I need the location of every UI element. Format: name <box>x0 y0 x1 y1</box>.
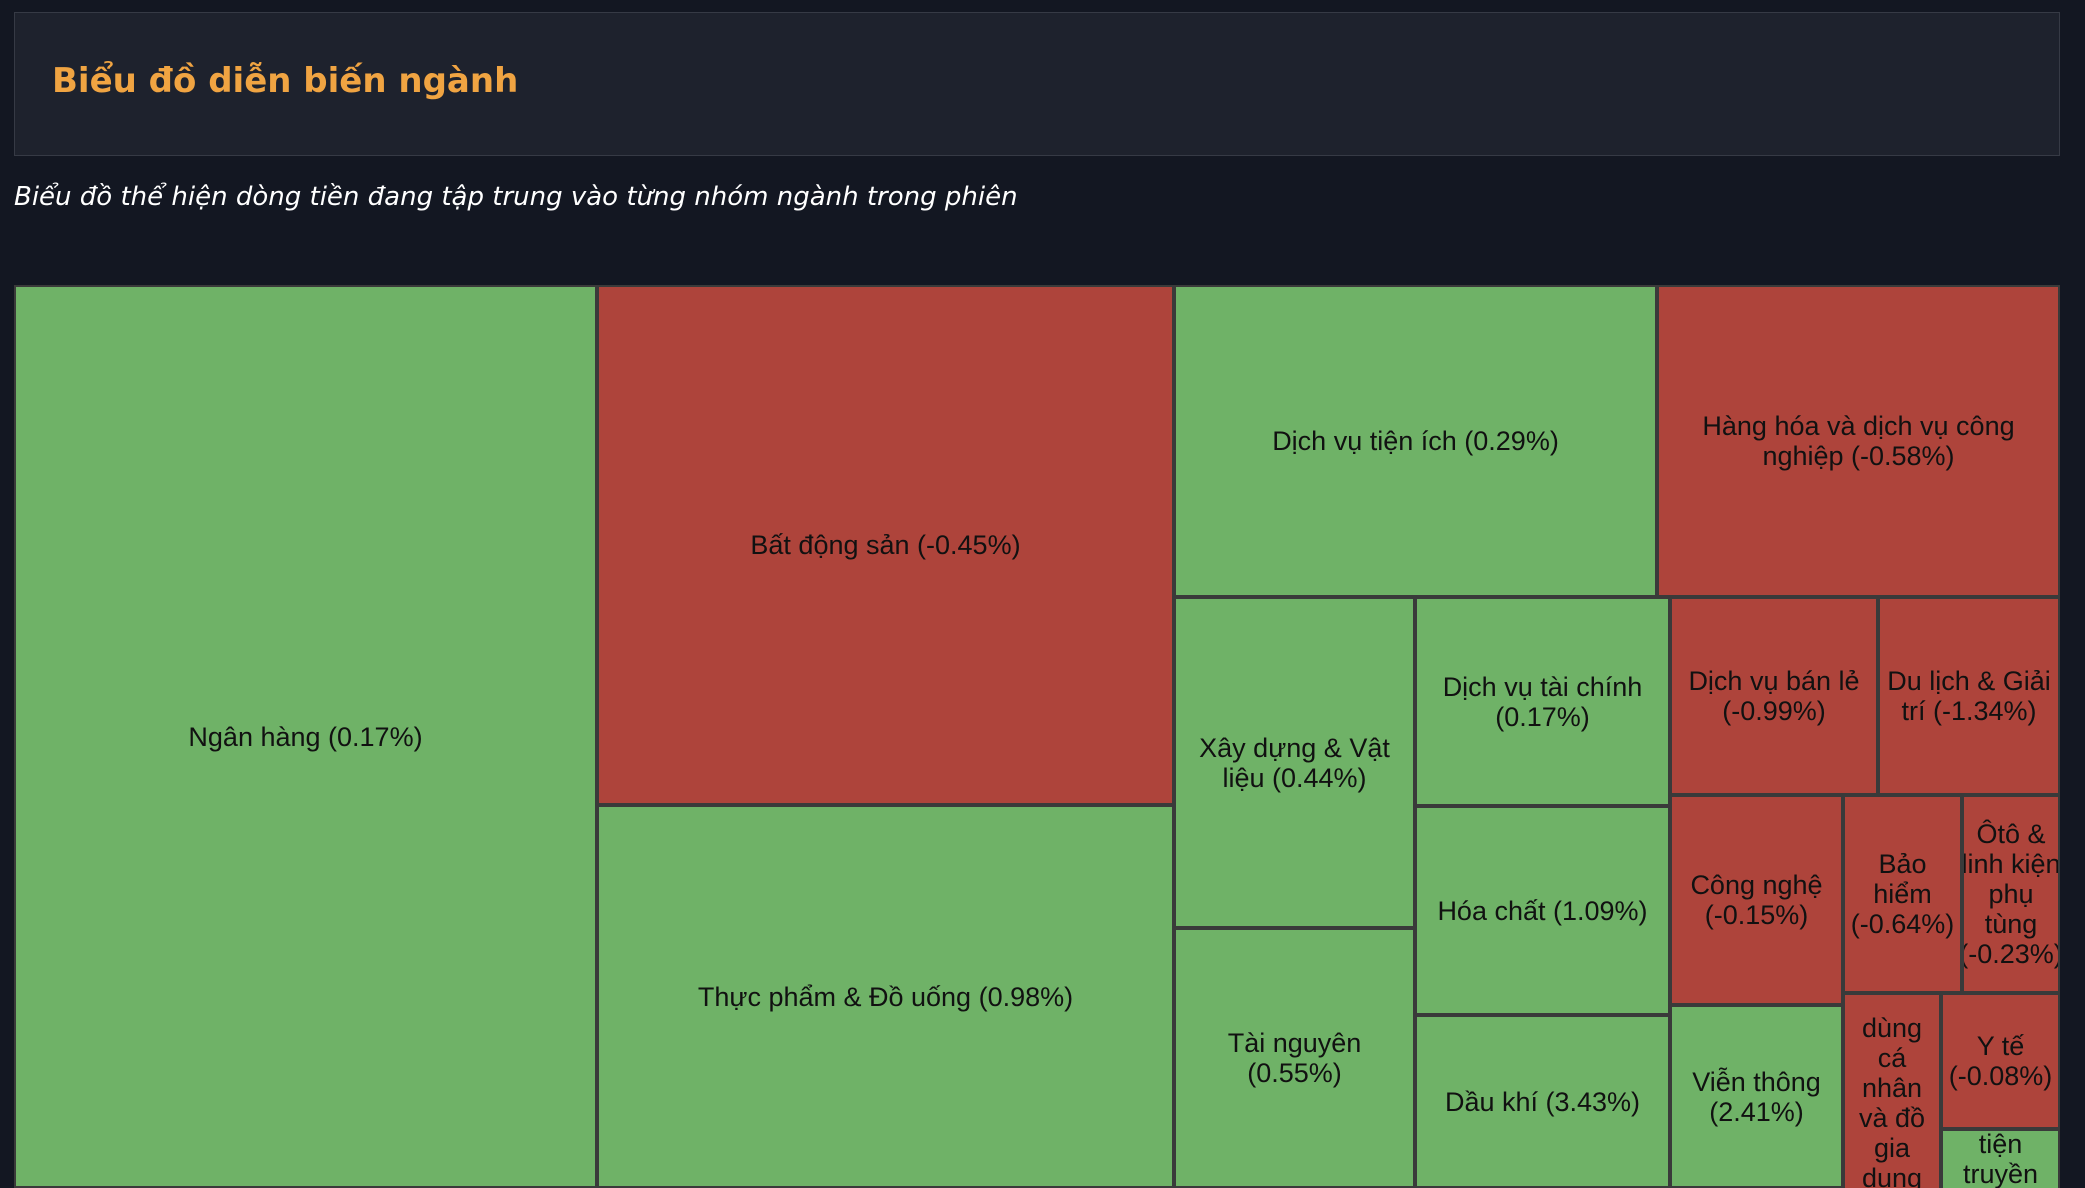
tile-label: Xây dựng & Vật liệu (0.44%) <box>1199 732 1390 793</box>
treemap-tile-bat-dong-san[interactable]: Bất động sản (-0.45%) <box>597 285 1174 805</box>
chart-header: Biểu đồ diễn biến ngành <box>14 12 2060 156</box>
treemap-tile-thuc-pham-do-uong[interactable]: Thực phẩm & Đồ uống (0.98%) <box>597 805 1174 1188</box>
tile-label: Dịch vụ tài chính (0.17%) <box>1442 671 1643 732</box>
treemap-tile-du-lich-giai-tri[interactable]: Du lịch & Giải trí (-1.34%) <box>1878 597 2060 795</box>
treemap-tile-hang-dung-ca-nhan-va-do-gia-dung[interactable]: dùng cá nhân và đồ gia dụng <box>1843 993 1941 1188</box>
sector-treemap: Ngân hàng (0.17%) Bất động sản (-0.45%) Th… <box>14 285 2060 1188</box>
treemap-tile-dau-khi[interactable]: Dầu khí (3.43%) <box>1415 1015 1670 1188</box>
treemap-tile-oto-linh-kien-phu-tung[interactable]: Ôtô & linh kiện phụ tùng (-0.23%) <box>1962 795 2060 993</box>
treemap-tile-dich-vu-tien-ich[interactable]: Dịch vụ tiện ích (0.29%) <box>1174 285 1657 597</box>
tile-label: Du lịch & Giải trí (-1.34%) <box>1887 666 2051 726</box>
treemap-tile-vien-thong[interactable]: Viễn thông (2.41%) <box>1670 1005 1843 1188</box>
treemap-tile-xay-dung-vat-lieu[interactable]: Xây dựng & Vật liệu (0.44%) <box>1174 597 1415 928</box>
treemap-tile-y-te[interactable]: Y tế (-0.08%) <box>1941 993 2060 1129</box>
treemap-tile-cong-nghe[interactable]: Công nghệ (-0.15%) <box>1670 795 1843 1005</box>
tile-label: Dịch vụ bán lẻ (-0.99%) <box>1688 666 1860 726</box>
treemap-tile-hoa-chat[interactable]: Hóa chất (1.09%) <box>1415 806 1670 1015</box>
tile-label: Bảo hiểm (-0.64%) <box>1850 849 1955 939</box>
page-title: Biểu đồ diễn biến ngành <box>52 61 519 101</box>
treemap-tile-dich-vu-tai-chinh[interactable]: Dịch vụ tài chính (0.17%) <box>1415 597 1670 806</box>
tile-label: Hóa chất (1.09%) <box>1437 895 1648 926</box>
tile-label: Ngân hàng (0.17%) <box>188 721 423 752</box>
tile-label: tiện truyền thông <box>1962 1129 2039 1188</box>
chart-subtitle: Biểu đồ thể hiện dòng tiền đang tập trun… <box>14 182 1018 212</box>
tile-label: Hàng hóa và dịch vụ công nghiệp (-0.58%) <box>1702 411 2015 471</box>
tile-label: dùng cá nhân và đồ gia dụng <box>1858 1013 1926 1188</box>
treemap-tile-phuong-tien-truyen-thong[interactable]: tiện truyền thông <box>1941 1129 2060 1188</box>
tile-label: Dầu khí (3.43%) <box>1444 1086 1641 1117</box>
treemap-tile-hang-hoa-va-dich-vu-cong-nghiep[interactable]: Hàng hóa và dịch vụ công nghiệp (-0.58%) <box>1657 285 2060 597</box>
tile-label: Công nghệ (-0.15%) <box>1690 870 1823 930</box>
tile-label: Thực phẩm & Đồ uống (0.98%) <box>697 981 1074 1012</box>
treemap-tile-ngan-hang[interactable]: Ngân hàng (0.17%) <box>14 285 597 1188</box>
treemap-tile-dich-vu-ban-le[interactable]: Dịch vụ bán lẻ (-0.99%) <box>1670 597 1878 795</box>
treemap-tile-tai-nguyen[interactable]: Tài nguyên (0.55%) <box>1174 928 1415 1188</box>
tile-label: Y tế (-0.08%) <box>1948 1031 2053 1091</box>
tile-label: Tài nguyên (0.55%) <box>1227 1028 1362 1088</box>
tile-label: Ôtô & linh kiện phụ tùng (-0.23%) <box>1962 819 2060 969</box>
treemap-tile-bao-hiem[interactable]: Bảo hiểm (-0.64%) <box>1843 795 1962 993</box>
tile-label: Bất động sản (-0.45%) <box>750 530 1021 560</box>
tile-label: Dịch vụ tiện ích (0.29%) <box>1272 426 1559 456</box>
tile-label: Viễn thông (2.41%) <box>1692 1066 1821 1127</box>
